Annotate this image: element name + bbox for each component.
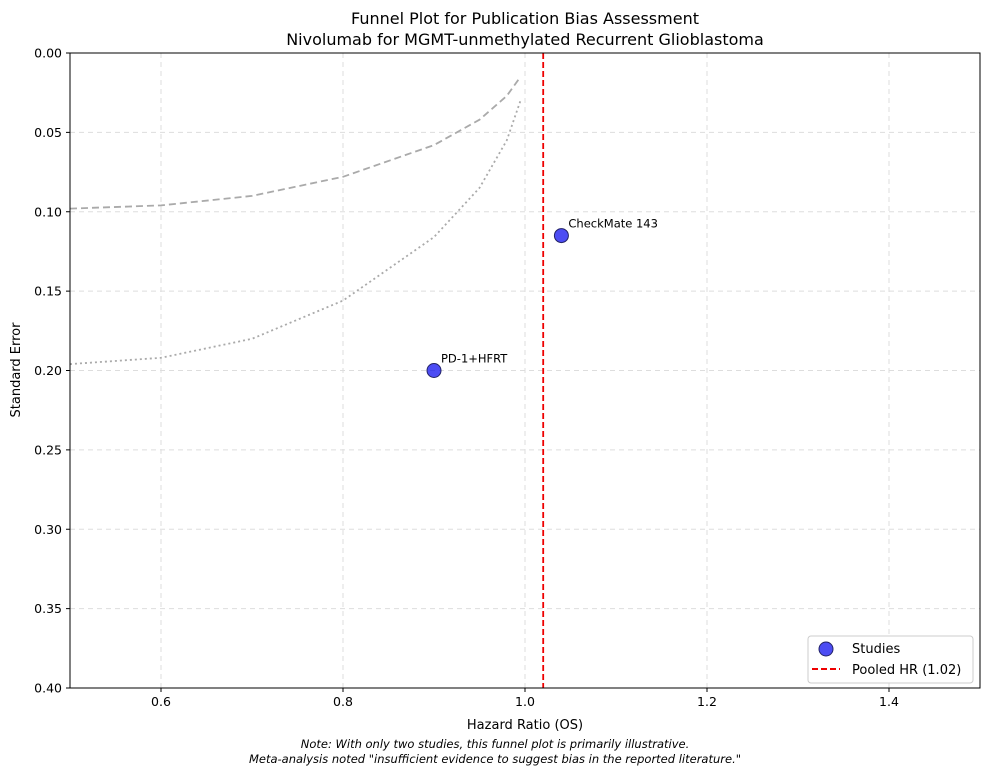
study-points: CheckMate 143 PD-1+HFRT <box>426 217 658 378</box>
x-axis-ticks: 0.6 0.8 1.0 1.2 1.4 <box>151 688 899 709</box>
note-line-2: Meta-analysis noted "insufficient eviden… <box>249 752 741 766</box>
study-label: CheckMate 143 <box>568 217 658 231</box>
legend-box <box>807 635 974 684</box>
study-label: PD-1+HFRT <box>441 352 508 366</box>
chart-subtitle: Nivolumab for MGMT-unmethylated Recurren… <box>286 30 764 49</box>
y-tick-label: 0.35 <box>34 601 62 616</box>
y-tick-label: 0.20 <box>34 363 62 378</box>
y-tick-label: 0.40 <box>34 681 62 696</box>
funnel-curve-dotted <box>69 100 522 365</box>
x-tick-label: 0.6 <box>151 694 171 709</box>
y-tick-label: 0.25 <box>34 442 62 457</box>
legend-pooled-label: Pooled HR (1.02) <box>852 663 961 678</box>
y-tick-label: 0.30 <box>34 522 62 537</box>
legend-studies-marker <box>818 641 834 657</box>
y-axis-label: Standard Error <box>9 322 24 418</box>
note-line-1: Note: With only two studies, this funnel… <box>301 737 689 751</box>
x-tick-label: 0.8 <box>333 694 353 709</box>
x-tick-label: 1.4 <box>879 694 899 709</box>
legend-studies-label: Studies <box>852 642 900 657</box>
chart-title: Funnel Plot for Publication Bias Assessm… <box>351 9 699 28</box>
study-point <box>426 363 442 378</box>
funnel-curves <box>69 76 522 365</box>
y-axis-ticks: 0.00 0.05 0.10 0.15 0.20 0.25 0.30 0.35 0.40 <box>34 46 70 696</box>
study-point <box>553 228 569 244</box>
x-tick-label: 1.0 <box>515 694 535 709</box>
y-tick-label: 0.05 <box>34 125 62 140</box>
x-axis-label: Hazard Ratio (OS) <box>467 718 583 733</box>
y-tick-label: 0.10 <box>34 204 62 219</box>
legend: Studies Pooled HR (1.02) <box>807 635 974 684</box>
plot-frame <box>69 52 981 689</box>
funnel-curve-dashed <box>69 76 522 210</box>
grid-lines <box>70 52 980 689</box>
x-tick-label: 1.2 <box>697 694 717 709</box>
y-tick-label: 0.00 <box>34 46 62 61</box>
y-tick-label: 0.15 <box>34 284 62 299</box>
